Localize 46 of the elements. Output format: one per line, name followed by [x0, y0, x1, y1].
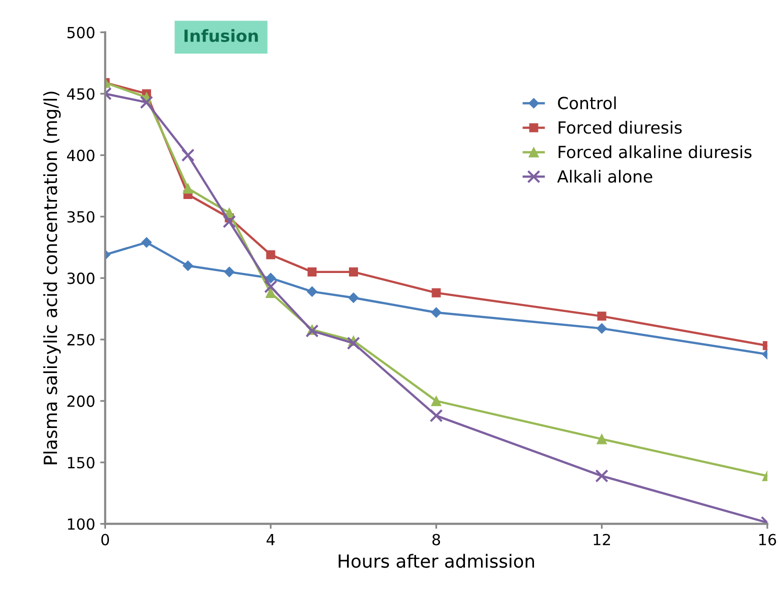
x-axis-title: Hours after admission	[338, 554, 534, 568]
y-axis-title: Plasma salicylic acid concentration (mg/l)	[43, 92, 61, 464]
point	[264, 280, 278, 294]
y-tick-label: 150	[68, 456, 94, 468]
point	[431, 396, 442, 406]
point	[224, 266, 235, 278]
point	[265, 288, 276, 298]
legend-label: Forced diuresis	[558, 120, 682, 134]
point	[266, 250, 276, 260]
point	[596, 323, 608, 334]
point	[597, 312, 606, 321]
legend-label: Control	[558, 96, 616, 110]
point	[306, 286, 318, 297]
point	[348, 267, 358, 276]
legend-label: Forced alkaline diuresis	[558, 145, 752, 158]
x-tick-label: 16	[759, 534, 776, 546]
x-tick-label: 8	[432, 534, 440, 546]
point	[348, 292, 359, 303]
y-tick-label: 450	[67, 88, 94, 100]
point	[430, 409, 443, 422]
y-tick-label: 200	[67, 395, 94, 407]
y-tick-label: 250	[67, 334, 94, 346]
point	[308, 267, 317, 276]
x-tick-label: 0	[101, 534, 110, 546]
x-tick-label: 4	[266, 534, 275, 546]
y-tick-label: 350	[67, 211, 94, 223]
y-tick-label: 300	[67, 272, 94, 284]
point	[346, 336, 360, 350]
point	[432, 288, 441, 298]
annotation: Infusion	[184, 29, 258, 42]
point	[305, 324, 319, 338]
y-tick-label: 500	[67, 26, 94, 38]
x-tick-label: 12	[594, 534, 610, 546]
point	[222, 214, 236, 228]
point	[430, 307, 442, 318]
point	[182, 183, 194, 194]
point	[596, 434, 607, 444]
y-tick-label: 100	[68, 518, 94, 530]
legend-label: Alkali alone	[557, 170, 652, 183]
point	[265, 272, 276, 284]
point	[141, 237, 152, 248]
y-tick-label: 400	[67, 150, 94, 162]
point	[181, 148, 195, 162]
point	[182, 260, 194, 272]
point	[595, 469, 608, 483]
point	[140, 96, 154, 109]
